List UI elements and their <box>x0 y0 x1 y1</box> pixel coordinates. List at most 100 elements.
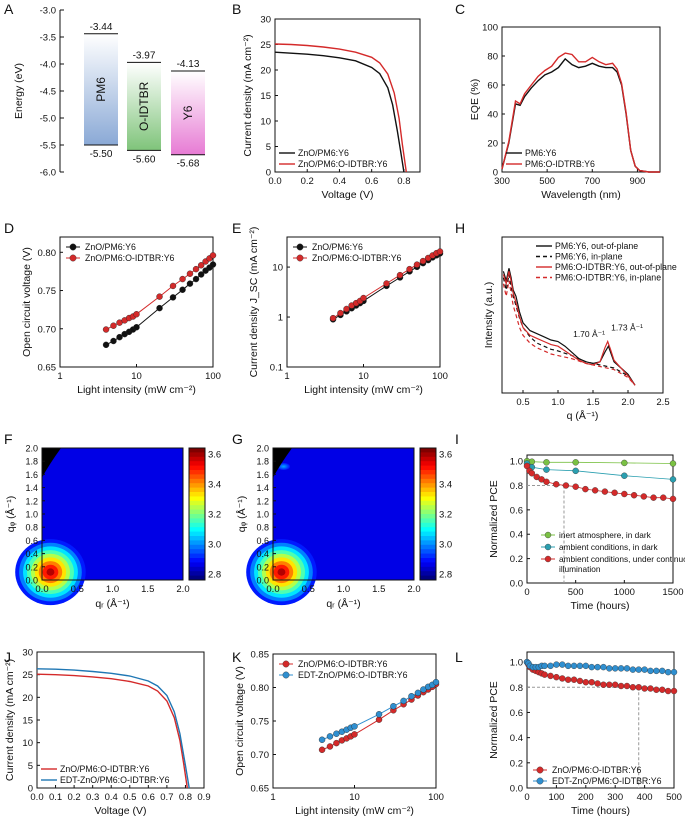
y-tick-label: 0.6 <box>510 505 523 516</box>
legend-entry: ZnO/PM6:O-IDTBR:Y6 <box>312 253 402 263</box>
data-point <box>543 478 550 486</box>
y-tick-label: 2.0 <box>25 444 38 454</box>
data-point <box>582 662 589 670</box>
colorbar-segment <box>189 571 205 577</box>
data-point <box>419 257 427 265</box>
legend-entry: ZnO/PM6:O-IDTBR:Y6 <box>85 253 175 263</box>
x-tick-label: 2.5 <box>656 397 669 408</box>
x-tick-label: 1.0 <box>337 584 350 595</box>
data-point <box>594 680 601 687</box>
x-tick-label: 0 <box>524 587 529 598</box>
y-tick-label: 5 <box>28 761 33 772</box>
y-tick-label: 0.2 <box>510 758 523 769</box>
y-tick-label: 0.0 <box>510 579 523 590</box>
chart-A: -3.0 -3.5 -4.0 -4.5 -5.0 -5.5 -6.0 Energy (eV) -… <box>13 6 205 179</box>
colorbar-segment <box>420 553 436 559</box>
chart-D: 1 10 100 0.65 0.70 0.75 0.80 Light intensity (m… <box>21 236 221 396</box>
series-line <box>501 52 660 173</box>
series-line <box>502 271 636 386</box>
data-point <box>186 280 194 287</box>
data-point <box>576 662 584 670</box>
x-tick-label: 0 <box>524 792 529 803</box>
data-point <box>601 488 609 495</box>
data-point <box>436 248 444 255</box>
data-point <box>186 270 194 277</box>
y-tick-label: 10 <box>22 738 33 749</box>
colorbar-segment <box>189 553 205 559</box>
x-tick-label: 1 <box>270 792 275 803</box>
y-tick-label: -5.0 <box>40 114 56 125</box>
data-point <box>396 271 404 279</box>
y-axis-label: Energy (eV) <box>13 63 25 119</box>
data-point <box>559 661 566 668</box>
legend-entry: ZnO/PM6:O-IDTBR:Y6 <box>60 764 150 774</box>
x-tick-label: 0.5 <box>516 397 529 408</box>
x-tick-label: 0.2 <box>301 176 314 187</box>
x-axis-label: Wavelength (nm) <box>541 189 621 201</box>
x-tick-label: 10 <box>349 792 360 803</box>
legend-swatch-marker <box>536 766 544 774</box>
legend-entry: EDT-ZnO/PM6:O-IDTBR:Y6 <box>60 775 170 785</box>
lumo-label: -3.97 <box>133 50 156 61</box>
series-line <box>502 274 636 386</box>
x-tick-label: 0.9 <box>197 792 210 803</box>
colorbar-segment <box>189 566 205 572</box>
y-tick-label: 1.8 <box>25 457 38 467</box>
y-tick-label: 20 <box>22 693 33 704</box>
y-tick-label: 1.6 <box>256 470 269 480</box>
data-point <box>564 662 572 670</box>
colorbar-segment <box>189 558 205 563</box>
x-axis-label: Light intensity (mW cm⁻²) <box>77 384 196 396</box>
y-tick-label: 1.2 <box>25 496 38 506</box>
colorbar-label: 3.2 <box>208 510 221 521</box>
x-tick-label: 2.0 <box>621 397 634 408</box>
y-tick-label: 1.4 <box>25 483 38 493</box>
colorbar-segment <box>189 514 205 519</box>
colorbar-label: 3.0 <box>439 540 452 551</box>
x-tick-label: 100 <box>205 371 221 382</box>
x-tick-label: 900 <box>629 176 645 187</box>
y-tick-label: 0.4 <box>510 733 523 744</box>
colorbar-segment <box>420 461 436 467</box>
data-point <box>553 661 560 668</box>
data-point <box>647 667 654 675</box>
x-tick-label: 0.0 <box>268 176 281 187</box>
y-tick-label: 40 <box>487 110 498 121</box>
plot-frame <box>526 651 675 789</box>
legend-swatch-marker <box>69 254 77 262</box>
data-point <box>572 459 579 466</box>
colorbar-segment <box>420 540 436 546</box>
panel-letter: I <box>455 431 459 447</box>
colorbar-segment <box>420 456 436 462</box>
colorbar-segment <box>189 456 205 462</box>
data-point <box>169 294 177 301</box>
y-tick-label: 15 <box>22 716 33 727</box>
data-point <box>360 294 367 302</box>
data-point <box>547 662 554 670</box>
energy-band-y6 <box>171 71 205 155</box>
x-tick-label: 1.5 <box>372 584 385 595</box>
data-point <box>591 487 599 494</box>
legend-swatch-marker <box>296 243 304 251</box>
data-point <box>670 668 678 676</box>
y-tick-label: 0.65 <box>38 363 57 374</box>
x-tick-label: 0.7 <box>160 792 173 803</box>
colorbar-label: 3.6 <box>439 450 452 461</box>
x-tick-label: 100 <box>548 792 564 803</box>
x-tick-label: 0.8 <box>179 792 192 803</box>
data-point <box>647 685 654 692</box>
colorbar-label: 3.2 <box>439 510 452 521</box>
x-tick-label: 0.6 <box>142 792 155 803</box>
legend-entry: ZnO/PM6:Y6 <box>298 148 349 158</box>
legend-swatch-marker <box>282 671 290 679</box>
panel-letter: K <box>232 649 242 665</box>
data-point <box>528 470 536 477</box>
y-axis-label: Open circuit voltage (V) <box>234 666 246 776</box>
x-axis-label: q (Å⁻¹) <box>567 409 599 422</box>
x-tick-label: 700 <box>584 176 600 187</box>
colorbar-segment <box>420 527 436 533</box>
data-point <box>669 495 677 503</box>
data-point <box>588 679 595 686</box>
data-point <box>612 665 619 672</box>
